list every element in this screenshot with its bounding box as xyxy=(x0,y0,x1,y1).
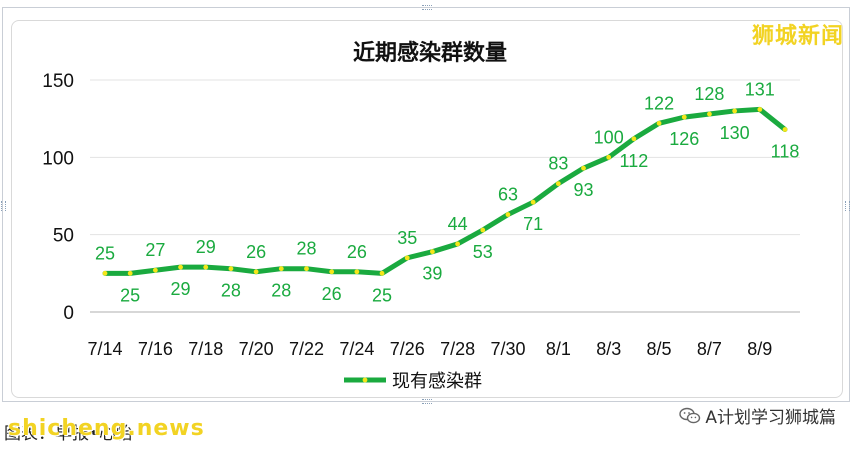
data-label: 26 xyxy=(322,284,342,304)
wechat-label: A计划学习狮城篇 xyxy=(705,408,836,428)
series-line xyxy=(102,106,788,276)
data-label: 26 xyxy=(347,242,367,262)
x-tick-label: 7/26 xyxy=(390,339,425,359)
y-tick-label: 150 xyxy=(42,71,74,92)
wechat-account[interactable]: A计划学习狮城篇 xyxy=(679,403,836,428)
x-tick-label: 7/20 xyxy=(239,339,274,359)
resize-handle-top[interactable] xyxy=(422,5,432,10)
data-label: 126 xyxy=(669,129,699,149)
data-label: 63 xyxy=(498,185,518,205)
data-label: 44 xyxy=(448,214,468,234)
data-point xyxy=(379,270,385,276)
data-point xyxy=(455,241,460,247)
chart-frame xyxy=(1,5,850,404)
data-point xyxy=(228,266,234,272)
x-tick-label: 8/7 xyxy=(697,339,722,359)
data-label: 26 xyxy=(246,242,266,262)
data-point xyxy=(681,114,687,120)
data-label: 130 xyxy=(720,123,750,143)
watermark-logo: 狮城新闻 xyxy=(751,24,844,49)
legend-marker xyxy=(362,377,368,383)
data-point xyxy=(304,266,309,272)
data-point xyxy=(480,227,486,233)
data-point xyxy=(102,270,108,276)
data-label: 128 xyxy=(694,84,724,104)
data-point xyxy=(606,154,612,160)
y-tick-label: 0 xyxy=(63,303,74,324)
data-point xyxy=(757,106,763,112)
chart-title: 近期感染群数量 xyxy=(353,40,507,66)
data-point xyxy=(631,136,637,142)
data-label: 118 xyxy=(771,141,800,161)
brand-overlay: shicheng.news xyxy=(8,416,205,441)
data-point xyxy=(732,108,738,114)
data-point xyxy=(329,269,335,275)
data-point xyxy=(430,249,435,255)
wechat-icon xyxy=(679,407,701,423)
chart-area xyxy=(11,20,843,398)
data-label: 28 xyxy=(296,239,316,259)
data-point xyxy=(178,264,183,270)
x-tick-label: 7/28 xyxy=(440,339,475,359)
data-label: 28 xyxy=(271,281,291,301)
x-tick-label: 7/18 xyxy=(188,339,223,359)
data-label: 25 xyxy=(372,285,392,305)
data-label: 83 xyxy=(548,154,568,174)
data-label: 25 xyxy=(95,243,115,263)
data-point xyxy=(581,165,586,171)
x-tick-label: 7/22 xyxy=(289,339,324,359)
x-tick-label: 7/24 xyxy=(339,339,374,359)
resize-handle-right[interactable] xyxy=(845,201,850,211)
data-label: 25 xyxy=(120,285,140,305)
data-point xyxy=(530,199,536,205)
resize-handle-bottom[interactable] xyxy=(422,399,432,404)
data-point xyxy=(505,212,511,217)
data-label: 93 xyxy=(574,180,594,200)
data-point xyxy=(782,127,788,132)
data-label: 28 xyxy=(221,281,241,301)
data-point xyxy=(278,266,284,272)
data-point xyxy=(127,270,133,276)
data-label: 35 xyxy=(397,228,417,248)
source-caption: 图表：早报•心怡 xyxy=(4,424,134,444)
data-point xyxy=(656,120,662,126)
x-tick-label: 8/5 xyxy=(647,339,672,359)
data-label: 71 xyxy=(523,214,543,234)
x-tick-label: 7/16 xyxy=(138,339,173,359)
data-label: 131 xyxy=(745,79,775,99)
x-tick-label: 7/30 xyxy=(490,339,525,359)
data-label: 100 xyxy=(594,127,624,147)
x-tick-label: 8/9 xyxy=(747,339,772,359)
x-tick-label: 7/14 xyxy=(87,339,122,359)
data-label: 29 xyxy=(171,279,191,299)
legend-label: 现有感染群 xyxy=(392,371,482,392)
data-label: 27 xyxy=(145,240,165,260)
data-label: 53 xyxy=(473,242,493,262)
data-point xyxy=(203,264,209,270)
data-label: 122 xyxy=(644,93,674,113)
data-label: 39 xyxy=(422,264,442,284)
data-label: 112 xyxy=(620,151,649,171)
data-label: 29 xyxy=(196,237,216,257)
data-point xyxy=(404,255,410,261)
data-point xyxy=(707,111,712,117)
resize-handle-left[interactable] xyxy=(1,201,6,211)
data-point xyxy=(555,181,561,187)
y-tick-label: 50 xyxy=(53,226,74,247)
data-point xyxy=(152,267,158,273)
y-tick-label: 100 xyxy=(42,148,74,169)
x-tick-label: 8/1 xyxy=(546,339,571,359)
x-tick-label: 8/3 xyxy=(596,339,621,359)
data-point xyxy=(354,269,360,275)
data-point xyxy=(253,269,259,275)
